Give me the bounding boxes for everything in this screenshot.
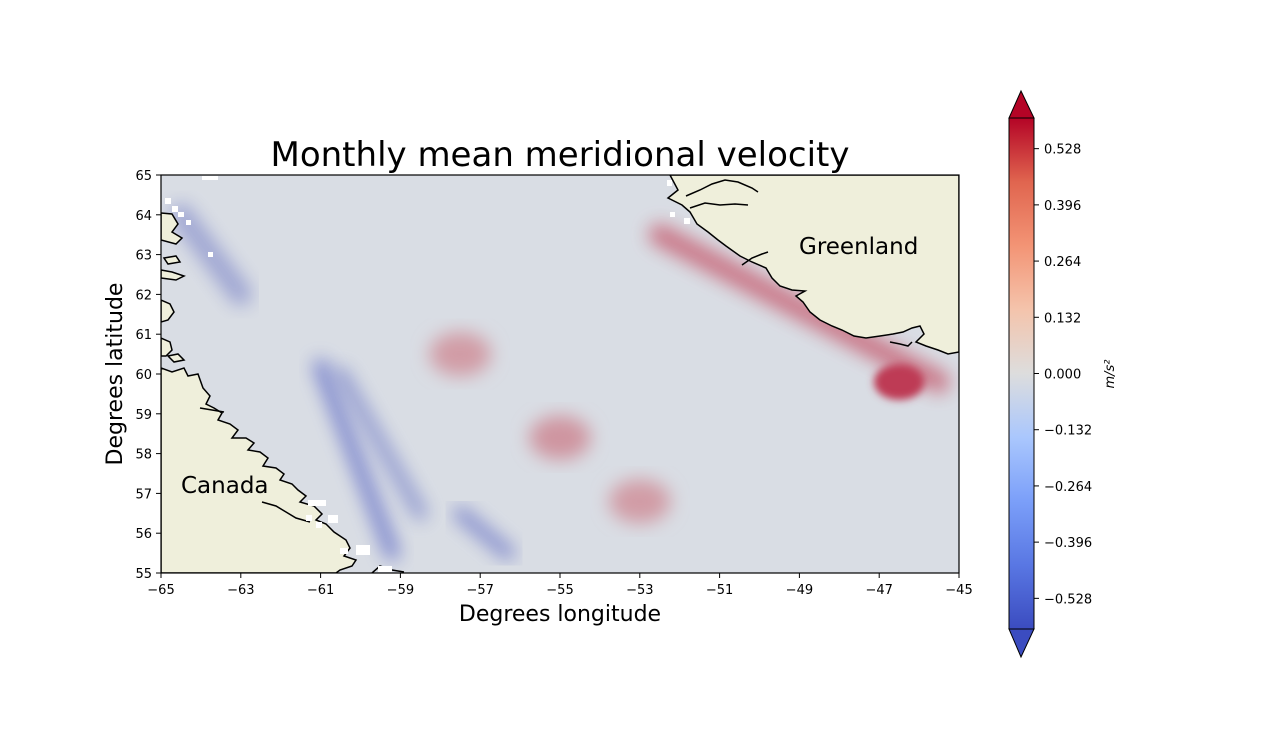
velocity-feature-0 [313,359,400,561]
velocity-feature-1 [333,367,428,521]
greenland-label: Greenland [799,234,918,260]
y-tick-label: 60 [135,368,152,383]
x-tick-label: −55 [546,583,573,598]
baffin-island-land [161,212,184,245]
velocity-feature-2 [453,506,516,561]
colorbar-extend-high [1008,89,1035,119]
island-outline [162,255,182,265]
velocity-field [169,203,951,561]
baffin-island-land [161,337,173,357]
colorbar-tick-label: 0.528 [1044,143,1081,158]
colorbar-tick-label: 0.264 [1044,255,1081,270]
canada-label: Canada [181,473,269,499]
velocity-feature-5 [873,363,925,400]
x-tick-label: −47 [865,583,892,598]
colorbar-tick-label: −0.264 [1044,480,1092,495]
x-tick-label: −57 [466,583,493,598]
colorbar-gradient [1008,117,1035,630]
x-tick-label: −63 [227,583,254,598]
y-tick-label: 56 [135,527,152,542]
colorbar-tick-label: −0.132 [1044,424,1092,439]
greenland-fjord [889,341,913,347]
x-tick-label: −45 [945,583,972,598]
x-tick-label: −51 [706,583,733,598]
velocity-feature-7 [609,479,671,524]
colorbar-tick-label: 0.132 [1044,311,1081,326]
y-tick-label: 58 [135,448,152,463]
y-tick-label: 64 [135,209,152,224]
colorbar-tick-label: 0.000 [1044,368,1081,383]
colorbar: −0.528 −0.396 −0.264 −0.132 0.000 0.132 0.264 0… [1008,89,1118,659]
colorbar-ticks: −0.528 −0.396 −0.264 −0.132 0.000 0.132 0.264 0… [1034,143,1092,607]
y-tick-label: 55 [135,567,152,582]
x-tick-label: −65 [147,583,174,598]
chart-title: Monthly mean meridional velocity [271,135,850,175]
y-tick-label: 59 [135,408,152,423]
velocity-feature-4 [648,223,951,393]
greenland-fjord [685,179,759,197]
x-axis-label: Degrees longitude [459,602,661,627]
missing-data-pixels [165,176,690,572]
x-tick-label: −59 [387,583,414,598]
greenland-fjord [741,251,769,266]
colorbar-tick-label: −0.396 [1044,536,1092,551]
y-tick-label: 61 [135,328,152,343]
y-axis-ticks: 55 56 57 58 59 60 61 62 63 64 65 [135,169,161,582]
x-axis-ticks: −65 −63 −61 −59 −57 −55 −53 −51 −49 −47 −45 [147,573,973,598]
y-tick-label: 65 [135,169,152,184]
baffin-island-land [161,299,175,323]
y-tick-label: 63 [135,249,152,264]
canada-inlet [199,407,225,413]
y-tick-label: 62 [135,288,152,303]
colorbar-label: m/s² [1103,359,1118,388]
colorbar-tick-label: 0.396 [1044,199,1081,214]
x-tick-label: −61 [307,583,334,598]
map-plot-area: Greenland Canada [161,175,959,573]
island-outline [166,353,186,363]
baffin-island-land [161,269,186,281]
x-tick-label: −49 [786,583,813,598]
velocity-feature-6 [529,415,591,460]
canada-inlet [261,501,311,523]
y-tick-label: 57 [135,487,152,502]
x-tick-label: −53 [626,583,653,598]
velocity-feature-8 [429,332,492,377]
colorbar-extend-low [1008,628,1035,659]
colorbar-tick-label: −0.528 [1044,592,1092,607]
y-axis-label: Degrees latitude [103,283,128,466]
greenland-fjord [689,202,749,209]
greenland-land [666,175,959,355]
